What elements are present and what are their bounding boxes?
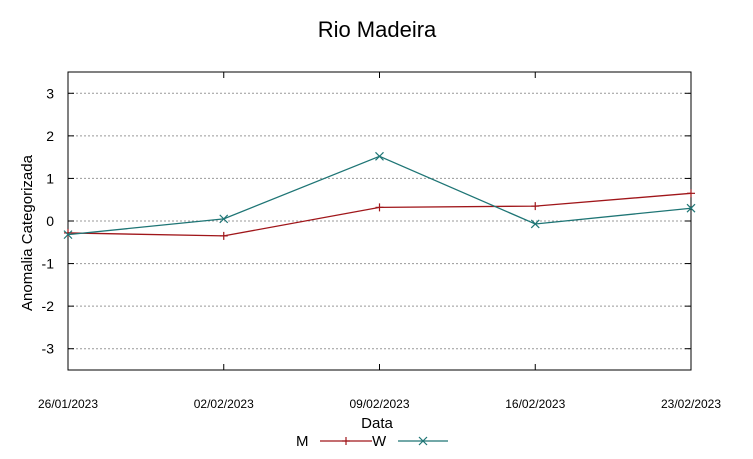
y-axis-ticks: -3 -2 -1 0 1 2 3 xyxy=(42,85,691,357)
y-axis-label: Anomalia Categorizada xyxy=(19,154,36,311)
series-M xyxy=(64,189,695,240)
y-tick-label: 0 xyxy=(46,213,54,229)
legend-label: W xyxy=(372,433,387,450)
y-tick-label: 1 xyxy=(46,170,54,186)
series-W xyxy=(63,151,696,240)
x-marker xyxy=(219,214,229,224)
y-tick-label: -3 xyxy=(42,341,55,357)
x-marker xyxy=(418,436,428,446)
x-axis-label: Data xyxy=(361,415,393,432)
plus-marker xyxy=(687,189,695,198)
x-tick-label: 09/02/2023 xyxy=(349,397,409,411)
plus-marker xyxy=(219,231,228,240)
legend-label: M xyxy=(296,433,309,450)
plus-marker xyxy=(342,437,350,445)
series-group xyxy=(63,151,696,240)
grid-lines xyxy=(68,92,691,350)
y-tick-label: -1 xyxy=(42,256,55,272)
series-line xyxy=(67,155,692,236)
plus-marker xyxy=(531,202,540,211)
x-axis-ticks: 26/01/2023 02/02/2023 09/02/2023 16/02/2023… xyxy=(38,72,721,411)
plus-marker xyxy=(375,203,384,212)
y-tick-label: 2 xyxy=(46,128,54,144)
legend-item-W: W xyxy=(372,433,448,450)
y-tick-label: -2 xyxy=(42,298,55,314)
x-tick-label: 02/02/2023 xyxy=(194,397,254,411)
x-marker xyxy=(686,203,696,213)
legend-item-M: M xyxy=(296,433,372,450)
series-line xyxy=(67,192,692,237)
x-tick-label: 26/01/2023 xyxy=(38,397,98,411)
x-marker xyxy=(375,151,384,161)
plus-marker xyxy=(64,228,72,237)
x-marker xyxy=(530,219,540,229)
x-marker xyxy=(63,230,73,240)
chart-title: Rio Madeira xyxy=(318,17,437,42)
x-tick-label: 23/02/2023 xyxy=(661,397,721,411)
y-tick-label: 3 xyxy=(46,85,54,101)
x-tick-label: 16/02/2023 xyxy=(505,397,565,411)
